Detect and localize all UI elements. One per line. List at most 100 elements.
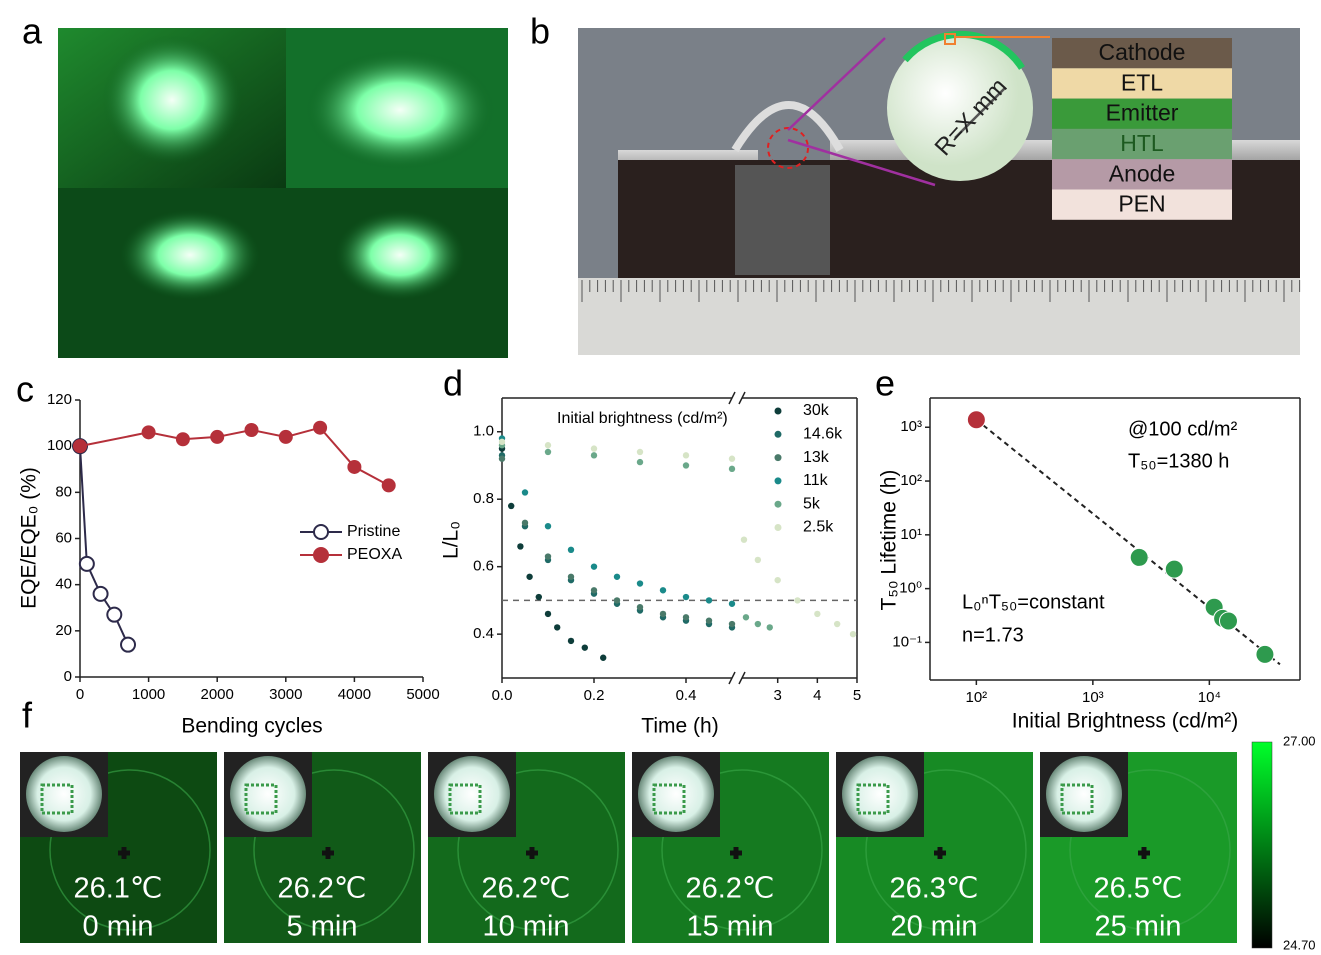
data-point [614, 597, 620, 603]
data-point [591, 587, 597, 593]
y-tick-label: 80 [55, 483, 72, 500]
temperature-label: 26.2℃ [481, 873, 570, 905]
inset-lamp [842, 756, 918, 832]
layer-label: HTL [1120, 130, 1164, 156]
panel-a-photos [58, 28, 508, 358]
y-tick-label: 10⁰ [899, 580, 922, 597]
data-point [683, 594, 689, 600]
x-tick-label: 0.0 [492, 687, 513, 704]
data-point [522, 489, 528, 495]
x-tick-label: 4 [813, 687, 821, 704]
data-point [142, 425, 156, 439]
legend-marker [775, 431, 782, 438]
time-label: 25 min [1094, 911, 1181, 943]
figure: R=X mm CathodeETLEmitterHTLAnodePEN 0100… [0, 0, 1321, 955]
time-label: 20 min [890, 911, 977, 943]
data-point [526, 574, 532, 580]
legend-marker [775, 501, 782, 508]
data-point [743, 614, 749, 620]
legend-marker [775, 454, 782, 461]
data-point [347, 460, 361, 474]
data-point [279, 430, 293, 444]
data-point [568, 574, 574, 580]
annotation: T₅₀=1380 h [1128, 450, 1229, 472]
x-tick-label: 0 [76, 686, 84, 703]
legend-label: 13k [803, 449, 830, 466]
panel-letter: b [530, 11, 550, 52]
annotation: n=1.73 [962, 624, 1024, 646]
layer-label: Anode [1109, 160, 1176, 186]
x-axis-label: Bending cycles [181, 715, 322, 738]
screw-gap [735, 165, 830, 275]
data-point [755, 557, 761, 563]
data-point [706, 597, 712, 603]
data-point [729, 466, 735, 472]
inset-lamp [1046, 756, 1122, 832]
panel-letter: d [443, 363, 463, 404]
photo-glow [120, 210, 260, 300]
data-point [382, 478, 396, 492]
data-point [176, 432, 190, 446]
y-tick-label: 40 [55, 576, 72, 593]
legend-marker [314, 525, 328, 539]
data-point [729, 456, 735, 462]
data-point [517, 543, 523, 549]
data-point [774, 577, 780, 583]
data-point [967, 411, 985, 429]
data-point [508, 503, 514, 509]
legend-label: 5k [803, 495, 821, 512]
data-point [107, 608, 121, 622]
data-point [522, 520, 528, 526]
data-point [121, 638, 135, 652]
x-axis-label: Time (h) [641, 715, 718, 738]
colorbar [1252, 742, 1272, 948]
x-tick-label: 3 [774, 687, 782, 704]
data-point [1219, 612, 1237, 630]
data-point [545, 553, 551, 559]
data-point [683, 462, 689, 468]
data-point [568, 547, 574, 553]
ruler [578, 278, 1300, 355]
legend-marker [314, 548, 328, 562]
data-point [554, 624, 560, 630]
layer-label: PEN [1118, 191, 1165, 217]
photo-glow [305, 50, 495, 170]
temperature-label: 26.3℃ [889, 873, 978, 905]
inset-lamp [638, 756, 714, 832]
panel-letter: c [16, 369, 34, 410]
data-point [591, 452, 597, 458]
y-tick-label: 60 [55, 529, 72, 546]
legend-label: 14.6k [803, 426, 843, 443]
y-tick-label: 0.8 [473, 490, 494, 507]
legend-marker [775, 408, 782, 415]
y-axis-label: L/L₀ [440, 521, 463, 559]
panel-b-photo: R=X mm CathodeETLEmitterHTLAnodePEN [578, 28, 1300, 355]
data-point [591, 563, 597, 569]
data-point [637, 604, 643, 610]
x-axis-label: Initial Brightness (cd/m²) [1012, 710, 1238, 733]
y-axis-label: EQE/EQE₀ (%) [18, 467, 41, 609]
data-point [834, 621, 840, 627]
y-tick-label: 0.6 [473, 558, 494, 575]
x-tick-label: 5 [853, 687, 861, 704]
data-point [729, 601, 735, 607]
data-point [568, 638, 574, 644]
y-tick-label: 1.0 [473, 423, 494, 440]
data-point [637, 459, 643, 465]
data-point [499, 439, 505, 445]
data-point [591, 445, 597, 451]
data-point [814, 611, 820, 617]
temperature-label: 26.2℃ [277, 873, 366, 905]
data-point [767, 624, 773, 630]
legend-label: Pristine [347, 523, 400, 540]
legend-label: 30k [803, 402, 830, 419]
data-point [1165, 560, 1183, 578]
x-tick-label: 3000 [269, 686, 302, 703]
x-tick-label: 2000 [201, 686, 234, 703]
data-point [313, 421, 327, 435]
time-label: 5 min [287, 911, 358, 943]
legend-marker [775, 524, 782, 531]
data-point [245, 423, 259, 437]
y-tick-label: 10² [900, 472, 922, 489]
data-point [499, 456, 505, 462]
